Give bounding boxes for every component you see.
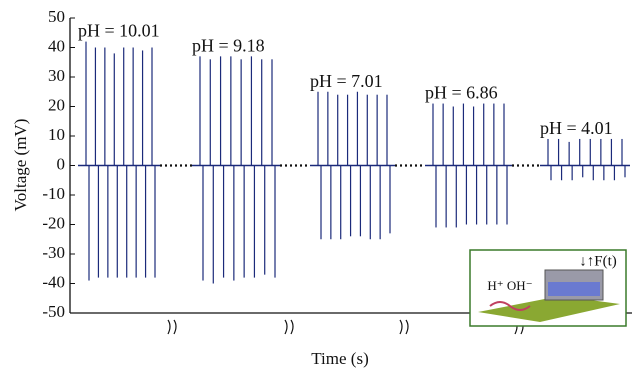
- inset: ↓↑F(t) H⁺ OH⁻: [469, 249, 627, 327]
- inset-ion-labels: H⁺ OH⁻: [487, 278, 532, 293]
- y-tick-label: 40: [48, 36, 65, 55]
- group-label: pH = 6.86: [425, 83, 498, 103]
- group-label: pH = 4.01: [540, 118, 613, 138]
- y-axis-label: Voltage (mV): [11, 119, 30, 212]
- y-tick-label: -30: [42, 243, 65, 262]
- group-label: pH = 9.18: [192, 35, 265, 55]
- x-axis-label: Time (s): [311, 349, 368, 368]
- y-tick-label: 50: [48, 7, 65, 26]
- y-tick-label: -20: [42, 213, 65, 232]
- y-tick-label: -50: [42, 302, 65, 321]
- y-tick-label: 30: [48, 66, 65, 85]
- y-tick-label: 20: [48, 95, 65, 114]
- y-tick-label: -10: [42, 184, 65, 203]
- y-tick-label: -40: [42, 272, 65, 291]
- inset-force-label: ↓↑F(t): [579, 253, 617, 269]
- group-label: pH = 7.01: [310, 71, 383, 91]
- y-tick-label: 0: [57, 154, 66, 173]
- y-tick-label: 10: [48, 125, 65, 144]
- group-label: pH = 10.01: [78, 21, 160, 41]
